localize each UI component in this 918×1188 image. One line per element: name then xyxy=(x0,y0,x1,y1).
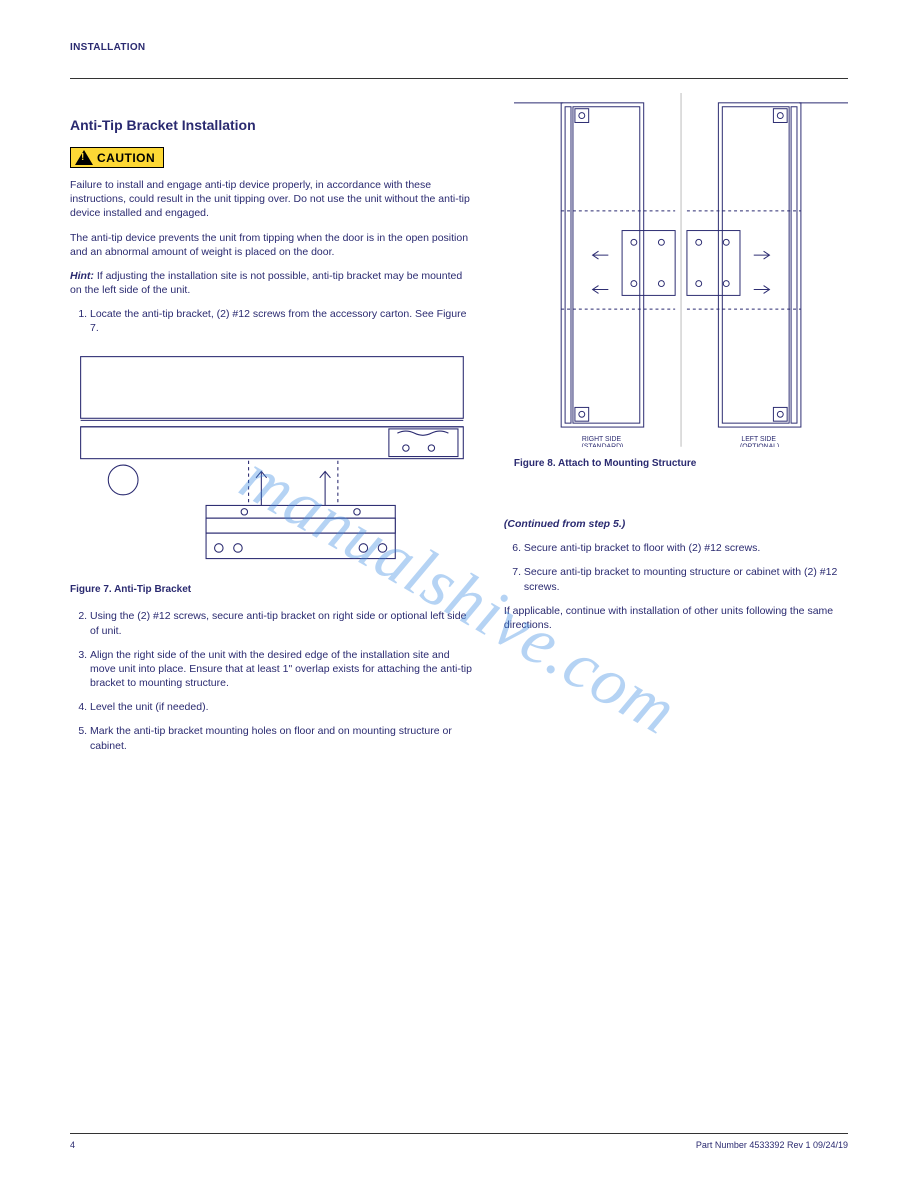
warning-triangle-icon xyxy=(75,150,93,165)
step-item: Align the right side of the unit with th… xyxy=(90,648,474,691)
step-item: Mark the anti-tip bracket mounting holes… xyxy=(90,724,474,752)
figure-8: RIGHT SIDE (STANDARD) LEFT SIDE (OPTIONA… xyxy=(514,93,848,469)
continued-label: (Continued from step 5.) xyxy=(504,518,625,530)
section-heading: Anti-Tip Bracket Installation xyxy=(70,117,474,133)
figure-8-svg: RIGHT SIDE (STANDARD) LEFT SIDE (OPTIONA… xyxy=(514,93,848,447)
figure-7-svg xyxy=(70,346,474,580)
step-item: Secure anti-tip bracket to floor with (2… xyxy=(524,541,848,555)
steps-left-cont: Using the (2) #12 screws, secure anti-ti… xyxy=(70,609,474,752)
page: INSTALLATION Anti-Tip Bracket Installati… xyxy=(0,0,918,1188)
two-column-layout: Anti-Tip Bracket Installation CAUTION Fa… xyxy=(70,117,848,763)
step-item: Using the (2) #12 screws, secure anti-ti… xyxy=(90,609,474,637)
caution-label: CAUTION xyxy=(97,151,155,165)
figure-7-caption: Figure 7. Anti-Tip Bracket xyxy=(70,584,474,595)
steps-left: Locate the anti-tip bracket, (2) #12 scr… xyxy=(70,307,474,335)
figure-8-caption: Figure 8. Attach to Mounting Structure xyxy=(514,458,848,469)
left-column: Anti-Tip Bracket Installation CAUTION Fa… xyxy=(70,117,474,763)
page-number: 4 xyxy=(70,1140,75,1150)
step-item: Level the unit (if needed). xyxy=(90,700,474,714)
intro-text: The anti-tip device prevents the unit fr… xyxy=(70,231,474,259)
header-title: INSTALLATION xyxy=(70,42,848,53)
hint-text: Hint: If adjusting the installation site… xyxy=(70,269,474,297)
hint-body: If adjusting the installation site is no… xyxy=(70,270,462,296)
step-item: Locate the anti-tip bracket, (2) #12 scr… xyxy=(90,307,474,335)
footer: 4 Part Number 4533392 Rev 1 09/24/19 xyxy=(70,1133,848,1150)
figure-7: Figure 7. Anti-Tip Bracket xyxy=(70,346,474,596)
header-rule xyxy=(70,78,848,79)
steps-right: Secure anti-tip bracket to floor with (2… xyxy=(504,541,848,594)
closing-text: If applicable, continue with installatio… xyxy=(504,604,848,632)
fig8-label-right: RIGHT SIDE (STANDARD) xyxy=(581,436,623,447)
right-column: RIGHT SIDE (STANDARD) LEFT SIDE (OPTIONA… xyxy=(504,117,848,763)
fig8-label-left: LEFT SIDE (OPTIONAL) xyxy=(740,436,779,447)
footer-right: Part Number 4533392 Rev 1 09/24/19 xyxy=(696,1140,848,1150)
caution-text: Failure to install and engage anti-tip d… xyxy=(70,178,474,221)
step-item: Secure anti-tip bracket to mounting stru… xyxy=(524,565,848,593)
caution-box: CAUTION xyxy=(70,147,164,168)
hint-label: Hint: xyxy=(70,270,94,282)
continued-from: (Continued from step 5.) xyxy=(504,517,848,531)
